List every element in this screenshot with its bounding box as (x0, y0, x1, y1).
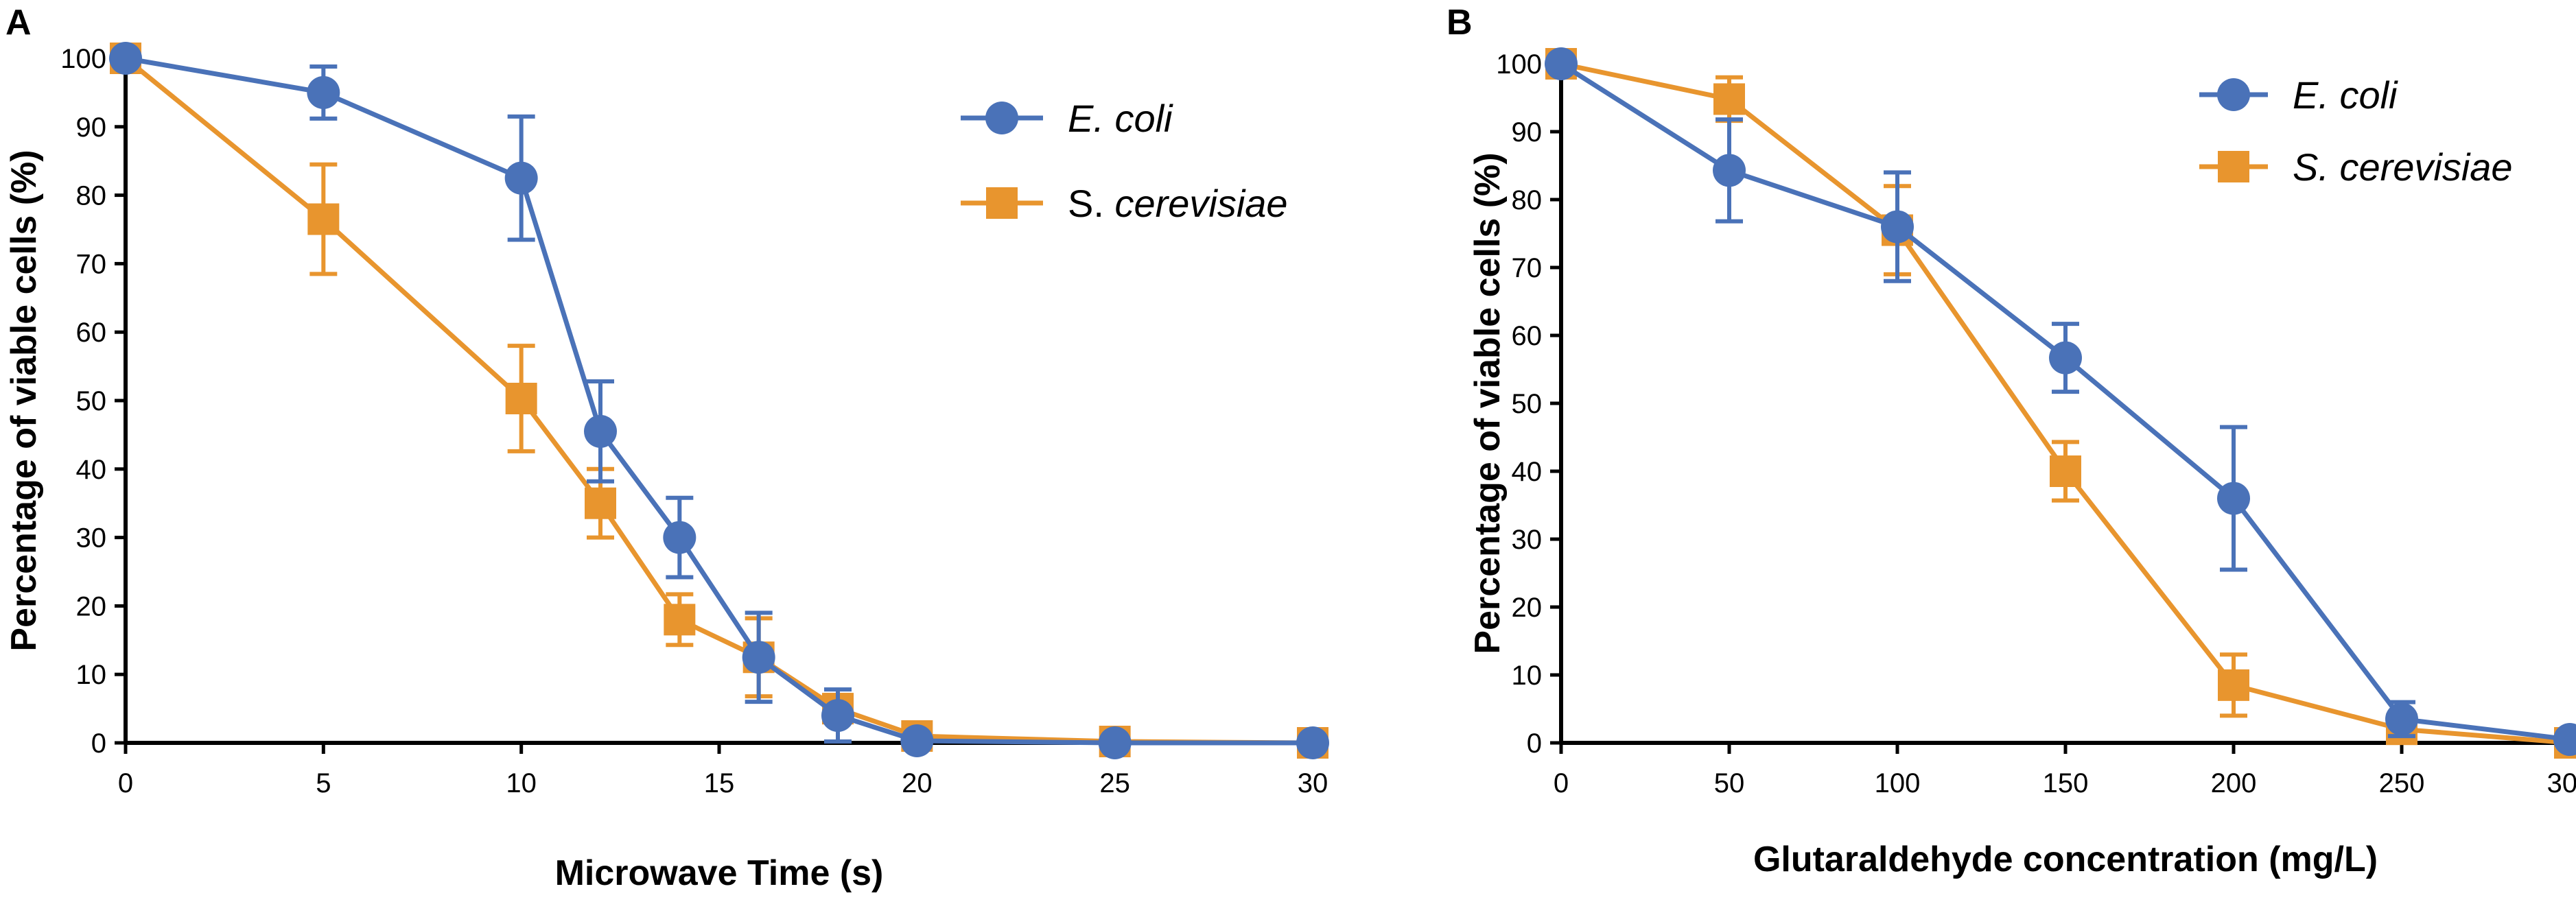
panel-b-data-point (2050, 455, 2081, 487)
panel-a-y-tick-label: 20 (76, 591, 107, 621)
panel-b-x-tick-label: 100 (1875, 768, 1921, 798)
panel-b-data-point (2218, 669, 2249, 701)
panel-b-legend-label-italic: S. cerevisiae (2293, 145, 2513, 189)
panel-a-legend-entry: E. coli (961, 97, 1173, 140)
panel-b-legend-marker (2217, 78, 2250, 111)
panel-b-data-point (1881, 210, 1914, 244)
panel-a-y-tick-label: 40 (76, 455, 107, 485)
panel-a-data-point (307, 75, 340, 109)
panel-a-x-axis-title: Microwave Time (s) (555, 853, 884, 893)
panel-b-legend-entry: E. coli (2199, 73, 2398, 117)
panel-a-x-tick-label: 30 (1298, 768, 1328, 798)
panel-b-legend-label: S. cerevisiae (2293, 145, 2513, 189)
panel-a-y-tick-label: 100 (60, 44, 106, 74)
panel-b-data-point (1713, 83, 1745, 115)
panel-a-legend-label-italic: E. coli (1068, 97, 1173, 140)
panel-a-data-point (900, 724, 934, 758)
panel-a-data-point (1098, 726, 1132, 759)
panel-b-letter: B (1447, 3, 1473, 43)
panel-a-series-circle (109, 42, 1329, 759)
panel-a-y-axis-title: Percentage of viable cells (%) (4, 150, 44, 651)
panel-b-x-tick-label: 0 (1554, 768, 1569, 798)
panel-b-data-point (2385, 702, 2418, 736)
panel-a-y-tick-label: 50 (76, 386, 107, 416)
panel-b-x-axis-title: Glutaraldehyde concentration (mg/L) (1753, 840, 2378, 879)
panel-a-y-tick-label: 80 (76, 181, 107, 211)
panel-b-y-axis-title: Percentage of viable cells (%) (1468, 152, 1508, 654)
panel-a-legend-label: S. cerevisiae (1068, 182, 1288, 225)
panel-b-data-point (2217, 482, 2250, 515)
panel-a-x-tick-label: 5 (316, 768, 331, 798)
panel-a-y-tick-label: 90 (76, 112, 107, 143)
panel-b-x-tick-label: 300 (2547, 768, 2576, 798)
panel-a-data-point (742, 641, 775, 674)
panel-a-y-tick-label: 0 (91, 728, 106, 759)
panel-a-x-tick-label: 10 (506, 768, 537, 798)
panel-b-series-circle (1545, 47, 2576, 757)
panel-a-legend-label-italic: cerevisiae (1114, 182, 1287, 225)
panel-a-y-tick-label: 60 (76, 318, 107, 348)
panel-b-data-point (2049, 341, 2082, 375)
panel-b-x-tick-label: 250 (2379, 768, 2425, 798)
panel-b-y-tick-label: 20 (1512, 593, 1543, 623)
panel-a-data-point (504, 161, 538, 195)
panel-b: B 0 10 20 30 40 50 60 70 80 90 100 0 50 100 150 200 250 30… (1447, 3, 2576, 879)
panel-a-data-point (505, 383, 537, 415)
panel-a-data-point (664, 604, 696, 636)
panel-a-data-point (663, 521, 696, 554)
panel-a-x-tick-label: 0 (118, 768, 133, 798)
panel-b-legend-label-italic: E. coli (2293, 73, 2398, 117)
panel-b-y-tick-label: 100 (1496, 49, 1542, 80)
panel-b-y-tick-label: 90 (1512, 117, 1543, 147)
panel-b-legend-entry: S. cerevisiae (2199, 145, 2513, 189)
panel-a-series-line (124, 56, 1313, 746)
panel-b-y-tick-label: 0 (1527, 728, 1542, 759)
panel-b-y-tick-label: 40 (1512, 457, 1543, 487)
panel-a-legend-marker (985, 102, 1018, 134)
panel-a-legend-marker (986, 187, 1018, 219)
panel-a-data-point (307, 203, 340, 235)
panel-b-x-tick-label: 200 (2211, 768, 2257, 798)
panel-a-data-point (1296, 726, 1329, 759)
panel-b-data-point (2553, 723, 2576, 757)
panel-a-legend-label-plain: S. (1068, 182, 1114, 225)
panel-b-y-tick-label: 60 (1512, 321, 1543, 351)
panel-b-data-point (1545, 47, 1578, 80)
panel-b-y-tick-label: 30 (1512, 525, 1543, 555)
panel-a-x-tick-label: 25 (1099, 768, 1130, 798)
panel-a-y-tick-label: 30 (76, 523, 107, 554)
panel-b-legend-marker (2218, 151, 2249, 182)
panel-a-series-line (125, 56, 1313, 746)
panel-a-y-tick-label: 10 (76, 660, 107, 690)
panel-a-letter: A (5, 3, 32, 43)
panel-b-legend-label: E. coli (2293, 73, 2398, 117)
panel-b-y-tick-label: 50 (1512, 389, 1543, 419)
panel-a-y-tick-label: 70 (76, 249, 107, 279)
panel-a-legend-label: E. coli (1068, 97, 1173, 140)
panel-b-y-tick-label: 80 (1512, 185, 1543, 215)
panel-a-data-point (584, 414, 617, 448)
panel-a-x-tick-label: 15 (704, 768, 735, 798)
panel-b-y-tick-label: 10 (1512, 661, 1543, 691)
panel-b-x-tick-label: 150 (2043, 768, 2089, 798)
panel-a-legend-entry: S. cerevisiae (961, 182, 1288, 225)
panel-a: A 0 10 20 30 40 50 60 70 80 90 100 0 5 10 15 20 25 30 Micro… (4, 3, 1329, 893)
panel-a-data-point (821, 699, 854, 733)
panel-a-data-point (109, 42, 142, 75)
panel-b-y-tick-label: 70 (1512, 253, 1543, 283)
panel-a-series-square (110, 43, 1328, 759)
panel-a-data-point (585, 487, 616, 519)
panel-b-data-point (1713, 154, 1746, 187)
panel-a-x-tick-label: 20 (902, 768, 933, 798)
panel-b-x-tick-label: 50 (1714, 768, 1745, 798)
